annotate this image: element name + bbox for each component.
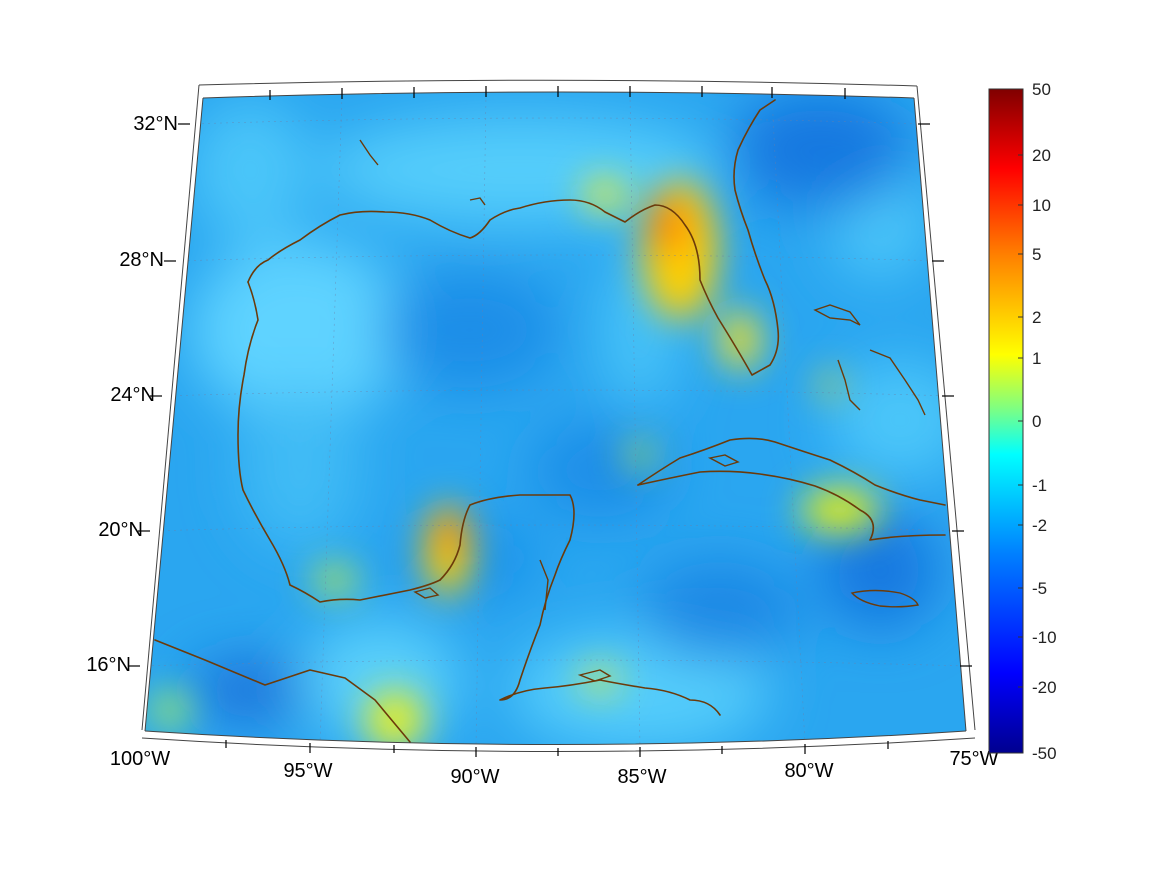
data-field bbox=[145, 92, 966, 745]
longitude-labels: 100°W 95°W 90°W 85°W 80°W 75°W bbox=[110, 748, 999, 788]
colorbar-tick-label: -20 bbox=[1032, 678, 1057, 697]
colorbar-tick-label: 5 bbox=[1032, 245, 1041, 264]
lon-label: 80°W bbox=[784, 760, 833, 782]
colorbar-tick-label: -1 bbox=[1032, 476, 1047, 495]
latitude-labels: 32°N 28°N 24°N 20°N 16°N bbox=[86, 113, 178, 676]
lat-label: 24°N bbox=[110, 384, 155, 406]
lat-label: 20°N bbox=[98, 519, 143, 541]
map-frame bbox=[141, 79, 976, 752]
colorbar-tick-label: 10 bbox=[1032, 196, 1051, 215]
colorbar-gradient bbox=[988, 88, 1024, 754]
frame-ticks bbox=[128, 86, 972, 757]
lat-label: 16°N bbox=[86, 654, 131, 676]
colorbar-tick-label: -50 bbox=[1032, 744, 1057, 763]
lat-label: 32°N bbox=[133, 113, 178, 135]
lon-label: 95°W bbox=[283, 760, 332, 782]
lon-label: 85°W bbox=[617, 766, 666, 788]
colorbar: 50 20 10 5 2 1 0 -1 -2 -5 -10 -20 -50 bbox=[988, 80, 1057, 763]
coastlines bbox=[154, 99, 946, 743]
colorbar-tick-label: 0 bbox=[1032, 412, 1041, 431]
colorbar-tick-label: 50 bbox=[1032, 80, 1051, 99]
lon-label: 100°W bbox=[110, 748, 170, 770]
colorbar-tick-label: -2 bbox=[1032, 516, 1047, 535]
colorbar-tick-label: -10 bbox=[1032, 628, 1057, 647]
lon-label: 90°W bbox=[450, 766, 499, 788]
colorbar-tick-label: -5 bbox=[1032, 579, 1047, 598]
lat-label: 28°N bbox=[119, 249, 164, 271]
colorbar-tick-label: 1 bbox=[1032, 349, 1041, 368]
lon-label: 75°W bbox=[949, 748, 998, 770]
colorbar-tick-label: 20 bbox=[1032, 146, 1051, 165]
colorbar-tick-label: 2 bbox=[1032, 308, 1041, 327]
